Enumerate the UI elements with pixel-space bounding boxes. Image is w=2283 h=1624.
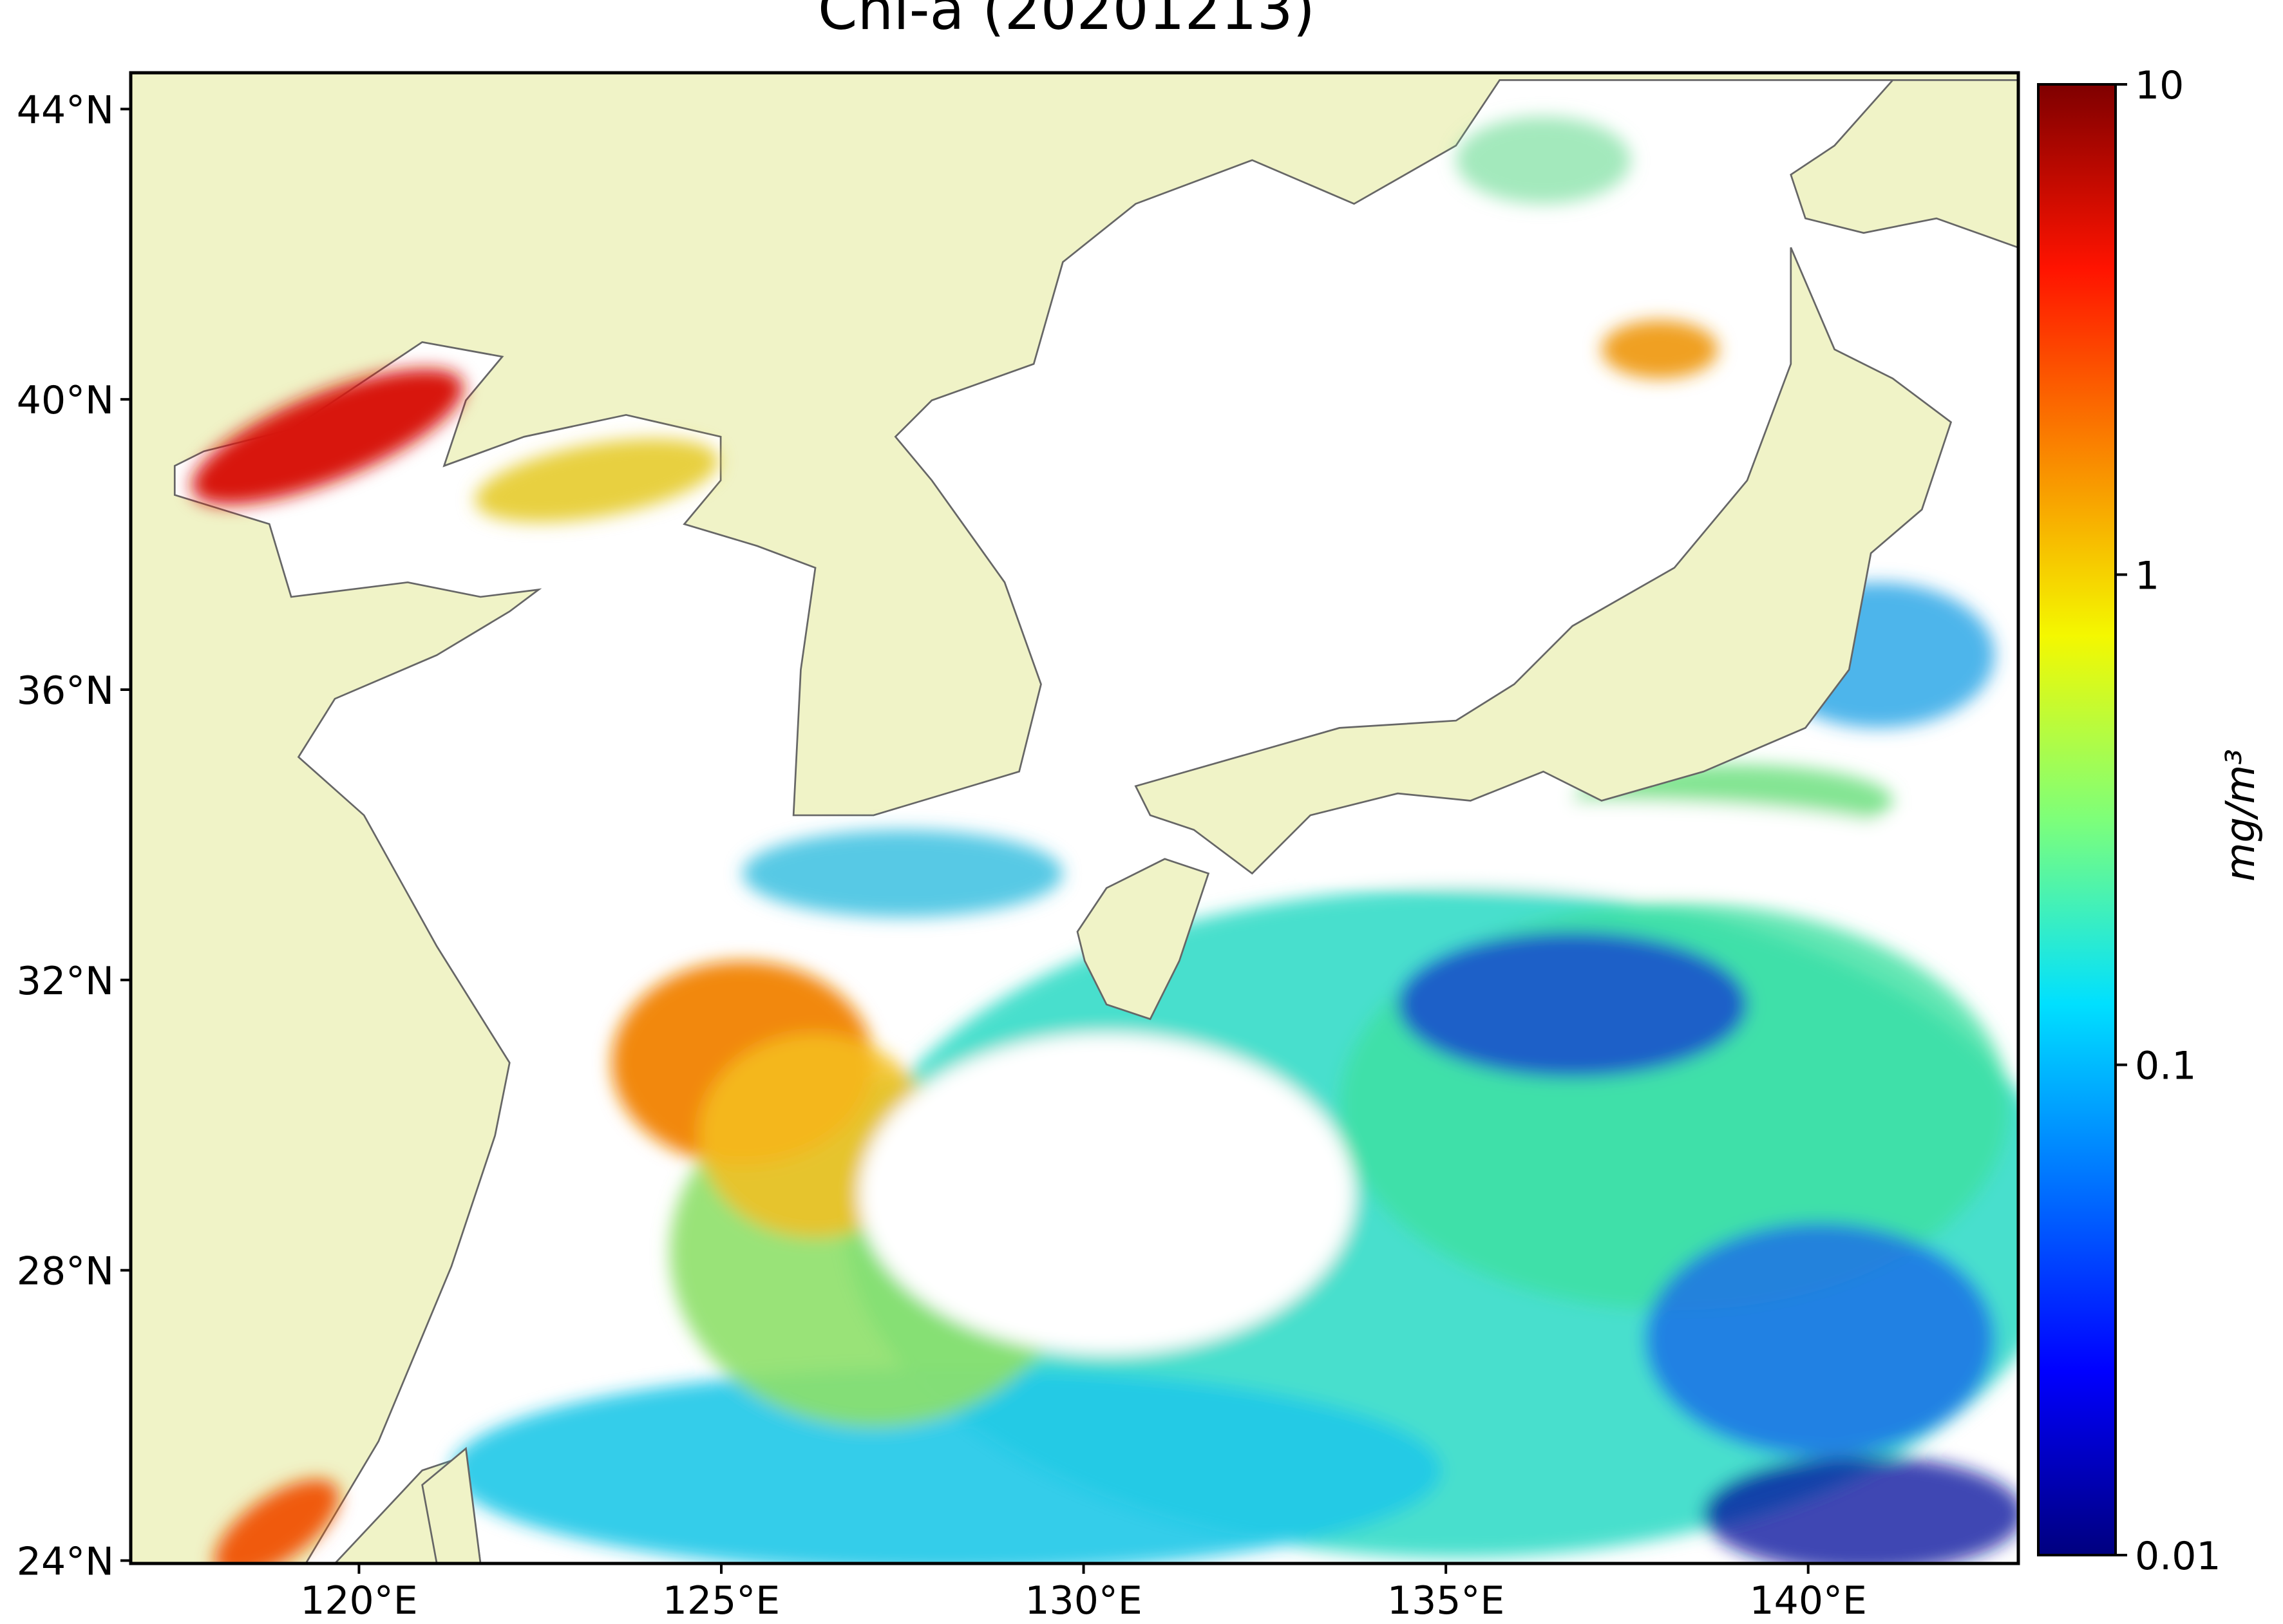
y-tick-label: 24°N [17,1539,114,1584]
colorbar-label: mg/m³ [2217,749,2264,882]
plot-frame [129,71,2020,1565]
x-tick-label: 135°E [1387,1578,1504,1623]
colorbar-tick-label: 0.1 [2135,1044,2196,1089]
y-tick-label: 28°N [17,1249,114,1294]
colorbar-tick-label: 10 [2135,63,2184,108]
x-tick-label: 130°E [1025,1578,1142,1623]
chart-title: Chl-a (20201213) [818,0,1315,42]
japan [1134,247,1953,875]
y-tick-label: 36°N [17,668,114,713]
x-tick-label: 125°E [663,1578,780,1623]
colorbar-tick-label: 1 [2135,553,2159,598]
x-tick-label: 140°E [1749,1578,1866,1623]
x-tick-label: 120°E [300,1578,417,1623]
map-drawing [131,73,2018,1564]
colorbar-tick-label: 0.01 [2135,1534,2221,1579]
colorbar [2037,83,2117,1556]
hokkaido [1790,79,2018,249]
y-tick-label: 32°N [17,959,114,1004]
y-tick-label: 40°N [17,378,114,423]
kyushu [1076,858,1210,1021]
y-tick-label: 44°N [17,88,114,133]
taiwan [421,1446,482,1564]
